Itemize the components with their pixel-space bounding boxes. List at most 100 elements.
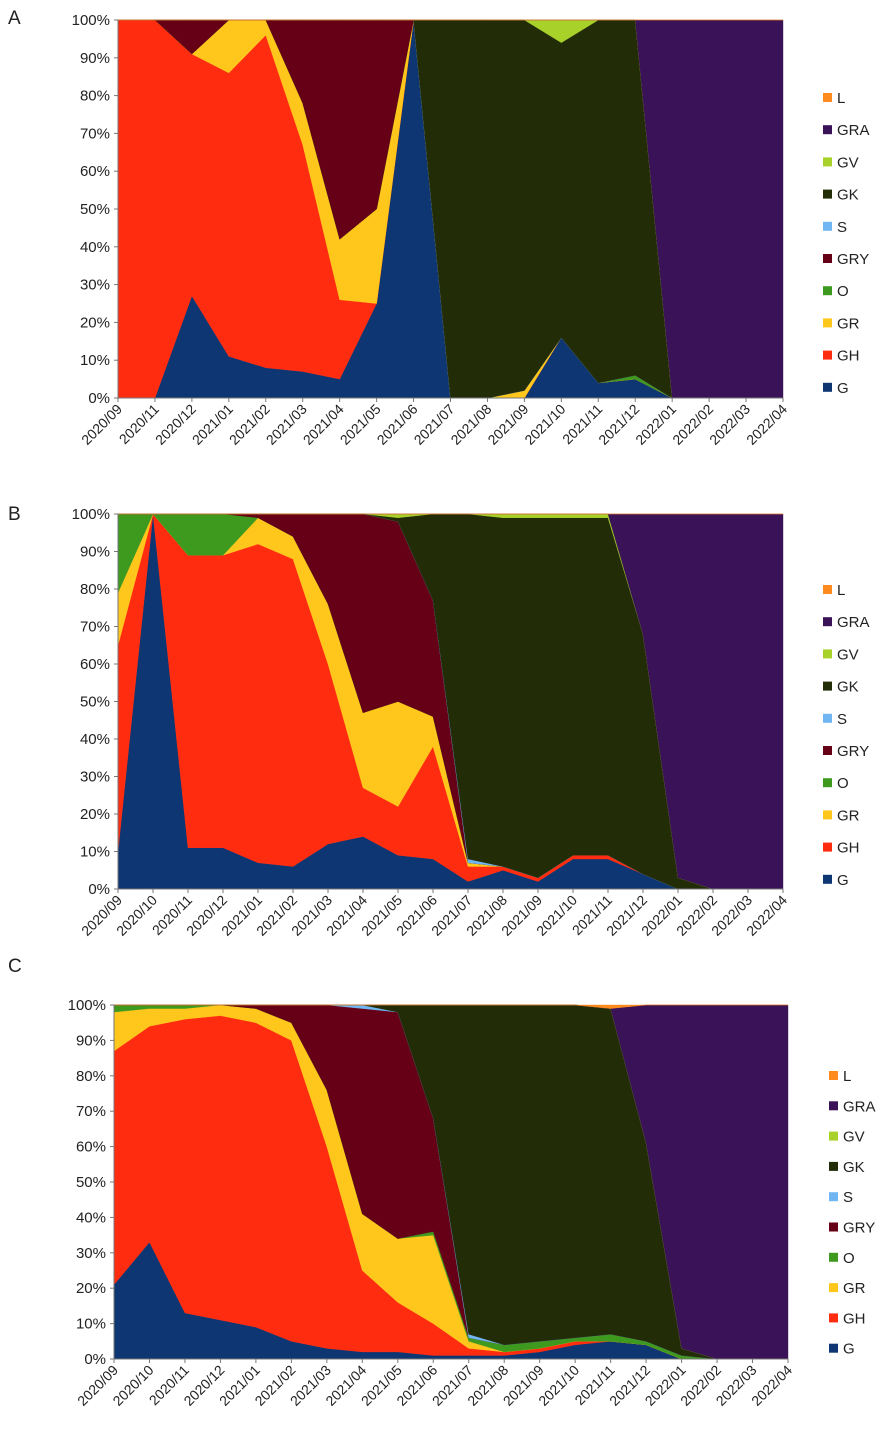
legend-swatch-g <box>829 1343 838 1353</box>
legend-swatch-gra <box>829 1101 838 1111</box>
y-tick-label: 80% <box>80 88 110 105</box>
legend-swatch-o <box>823 778 832 788</box>
y-tick-label: 0% <box>88 881 110 898</box>
chart-panel-b: B0%10%20%30%40%50%60%70%80%90%100%2020/0… <box>8 504 870 939</box>
y-tick-label: 70% <box>80 619 110 636</box>
legend-swatch-gra <box>823 617 832 627</box>
legend-label-g: G <box>837 380 849 397</box>
legend-swatch-gr <box>823 810 832 820</box>
legend-swatch-gk <box>823 681 832 691</box>
y-tick-label: 10% <box>80 352 110 369</box>
legend-label-l: L <box>843 1068 851 1085</box>
legend-swatch-g <box>823 382 832 392</box>
legend-label-gra: GRA <box>843 1098 876 1115</box>
y-tick-label: 40% <box>80 239 110 256</box>
y-tick-label: 0% <box>88 390 110 407</box>
y-tick-label: 90% <box>76 1032 106 1049</box>
y-tick-label: 10% <box>80 844 110 861</box>
chart-panel-a: A 0% 10% 20% 30% 40% 50% 60% 70% 80% 90% 100% 2020/0… <box>8 8 870 448</box>
y-tick-label: 40% <box>80 731 110 748</box>
chart-panel-c: C0%10%20%30%40%50%60%70%80%90%100%2020/0… <box>8 956 876 1409</box>
legend-swatch-gry <box>823 746 832 755</box>
legend-swatch-s <box>823 221 832 231</box>
y-tick-label: 90% <box>80 544 110 561</box>
legend-swatch-gry <box>823 254 832 263</box>
y-tick-label: 50% <box>80 694 110 711</box>
legend-label-gk: GK <box>837 679 859 696</box>
y-tick-label: 0% <box>84 1351 106 1368</box>
legend-swatch-gk <box>829 1161 838 1171</box>
y-tick-label: 60% <box>76 1139 106 1156</box>
legend: L GRA GV GK S GRY O GR GH G <box>823 582 870 889</box>
legend-swatch-s <box>829 1192 838 1202</box>
panel-letter: C <box>8 956 22 977</box>
legend-swatch-gh <box>829 1313 838 1323</box>
y-tick-label: 40% <box>76 1209 106 1226</box>
legend-label-s: S <box>837 711 847 728</box>
legend-swatch-gk <box>823 189 832 199</box>
legend-swatch-o <box>823 286 832 296</box>
legend-label-gr: GR <box>837 315 860 332</box>
legend-label-gr: GR <box>843 1280 866 1297</box>
legend-label-o: O <box>837 775 849 792</box>
legend-label-g: G <box>843 1341 855 1358</box>
legend-label-gv: GV <box>837 154 859 171</box>
legend-label-gk: GK <box>837 187 859 204</box>
legend-label-gra: GRA <box>837 122 870 139</box>
legend-label-gh: GH <box>837 348 860 365</box>
legend-label-o: O <box>843 1250 855 1267</box>
y-tick-label: 50% <box>80 201 110 218</box>
legend-label-l: L <box>837 582 845 599</box>
legend-swatch-l <box>823 93 832 102</box>
legend-label-gry: GRY <box>837 743 869 760</box>
panel-letter: B <box>8 504 21 525</box>
legend-label-o: O <box>837 283 849 300</box>
y-tick-label: 70% <box>80 125 110 142</box>
legend-label-gry: GRY <box>837 251 869 268</box>
legend-swatch-gv <box>823 649 832 659</box>
y-tick-label: 80% <box>80 581 110 598</box>
legend-label-gv: GV <box>843 1129 865 1146</box>
legend-swatch-g <box>823 874 832 884</box>
legend-label-gra: GRA <box>837 614 870 631</box>
y-tick-label: 60% <box>80 163 110 180</box>
legend-swatch-l <box>823 585 832 594</box>
area-series-l <box>114 1004 788 1009</box>
legend-swatch-gr <box>823 318 832 328</box>
legend-swatch-gh <box>823 350 832 360</box>
y-tick-label: 30% <box>80 277 110 294</box>
y-tick-label: 100% <box>68 997 106 1014</box>
y-tick-label: 80% <box>76 1068 106 1085</box>
legend: L GRA GV GK S GRY O GR GH G <box>829 1068 876 1358</box>
legend-swatch-gv <box>823 157 832 167</box>
legend-label-s: S <box>843 1189 853 1206</box>
panel-letter: A <box>8 8 21 29</box>
y-tick-label: 100% <box>72 506 110 523</box>
y-tick-label: 20% <box>80 806 110 823</box>
y-tick-label: 20% <box>76 1280 106 1297</box>
x-tick-label: 2022/04 <box>743 401 790 448</box>
legend-swatch-gv <box>829 1131 838 1141</box>
legend-swatch-s <box>823 713 832 723</box>
y-tick-label: 60% <box>80 656 110 673</box>
legend-label-s: S <box>837 219 847 236</box>
y-tick-label: 20% <box>80 314 110 331</box>
legend-swatch-gh <box>823 842 832 852</box>
legend-label-g: G <box>837 872 849 889</box>
legend: L GRA GV GK S GRY O GR GH G <box>823 90 870 397</box>
y-tick-label: 70% <box>76 1103 106 1120</box>
legend-label-gk: GK <box>843 1159 865 1176</box>
y-tick-label: 30% <box>80 769 110 786</box>
y-tick-label: 30% <box>76 1245 106 1262</box>
y-tick-label: 90% <box>80 50 110 67</box>
y-tick-label: 10% <box>76 1316 106 1333</box>
legend-label-gr: GR <box>837 807 860 824</box>
legend-swatch-l <box>829 1071 838 1080</box>
legend-label-gv: GV <box>837 646 859 663</box>
legend-label-l: L <box>837 90 845 107</box>
legend-label-gh: GH <box>843 1310 866 1327</box>
x-tick-label: 2020/09 <box>78 401 125 448</box>
legend-label-gh: GH <box>837 840 860 857</box>
y-tick-label: 100% <box>72 12 110 29</box>
